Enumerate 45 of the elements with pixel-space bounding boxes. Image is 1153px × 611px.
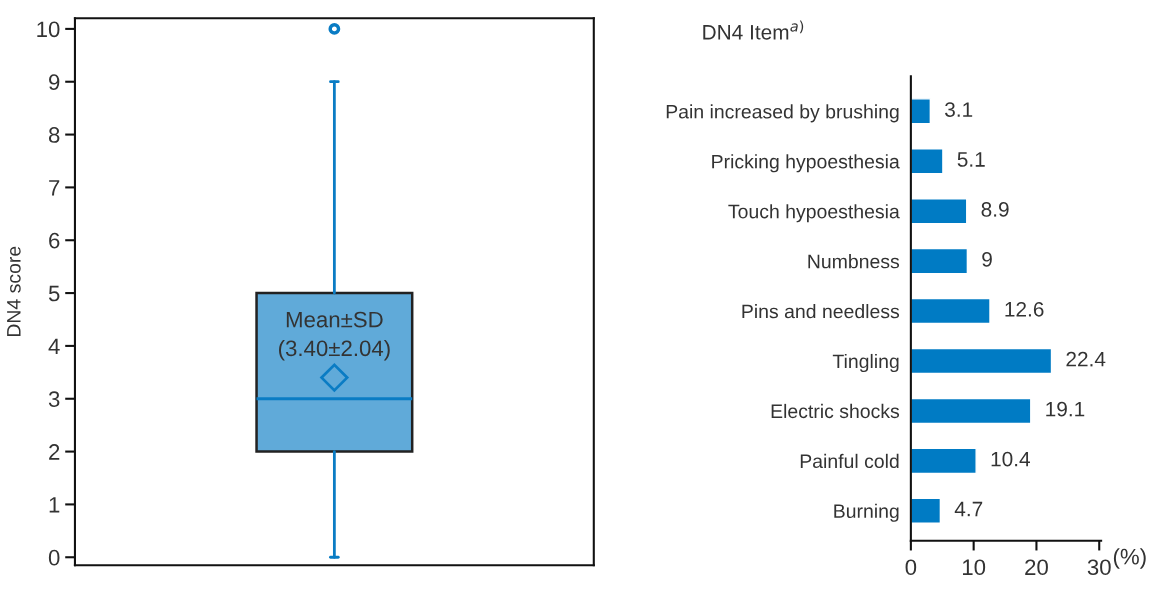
y-tick-label: Touch hypoesthesia	[728, 204, 900, 223]
y-tick-label: Electric shocks	[771, 403, 900, 419]
y-tick-label: Burning	[834, 503, 899, 522]
y-tick-label: 10	[37, 21, 60, 38]
y-axis-title: DN4 score	[7, 246, 21, 337]
data-label: 3.1	[945, 102, 973, 117]
bar	[910, 198, 968, 225]
y-tick-label: Numbness	[808, 254, 900, 269]
y-tick-label: 3	[48, 391, 60, 408]
data-label: 4.7	[954, 501, 983, 517]
x-tick-label: 30	[1087, 559, 1111, 576]
data-label: 22.4	[1066, 351, 1106, 367]
y-tick-label: 9	[49, 74, 60, 90]
data-label: 10.4	[991, 451, 1030, 467]
x-tick-label: 0	[905, 559, 917, 576]
x-tick-label: 20	[1025, 559, 1048, 576]
y-tick-label: 2	[49, 444, 60, 460]
bar	[910, 447, 977, 475]
y-tick-label: 1	[49, 497, 60, 513]
bar	[910, 297, 991, 325]
y-tick-label: Tingling	[832, 353, 899, 373]
data-label: 8.9	[981, 202, 1009, 217]
bar	[910, 497, 942, 524]
x-tick-label: 10	[962, 559, 986, 576]
y-tick-label: Pins and needless	[742, 304, 900, 319]
data-label: 5.1	[957, 152, 985, 167]
y-tick-label: Pain increased by brushing	[666, 104, 899, 123]
y-tick-label: 5	[48, 285, 60, 302]
x-axis-title: (%)	[1113, 548, 1146, 569]
bar	[910, 148, 944, 175]
data-label: 19.1	[1046, 401, 1085, 417]
bar	[910, 347, 1053, 375]
y-tick-label: 4	[48, 338, 60, 354]
chart-title: DN4 Item$^{a)}$	[703, 20, 804, 40]
y-tick-label: 7	[49, 180, 60, 196]
data-label: 9	[982, 251, 992, 267]
y-tick-label: 6	[49, 232, 60, 249]
bar	[910, 98, 932, 125]
y-tick-label: Painful cold	[800, 453, 899, 469]
annotation: Mean±SD (3.40±2.04)	[279, 311, 390, 361]
bar	[910, 247, 969, 275]
y-tick-label: Pricking hypoesthesia	[712, 154, 900, 173]
y-tick-label: 8	[48, 127, 60, 143]
bar	[910, 397, 1032, 425]
data-label: 12.6	[1005, 301, 1044, 317]
